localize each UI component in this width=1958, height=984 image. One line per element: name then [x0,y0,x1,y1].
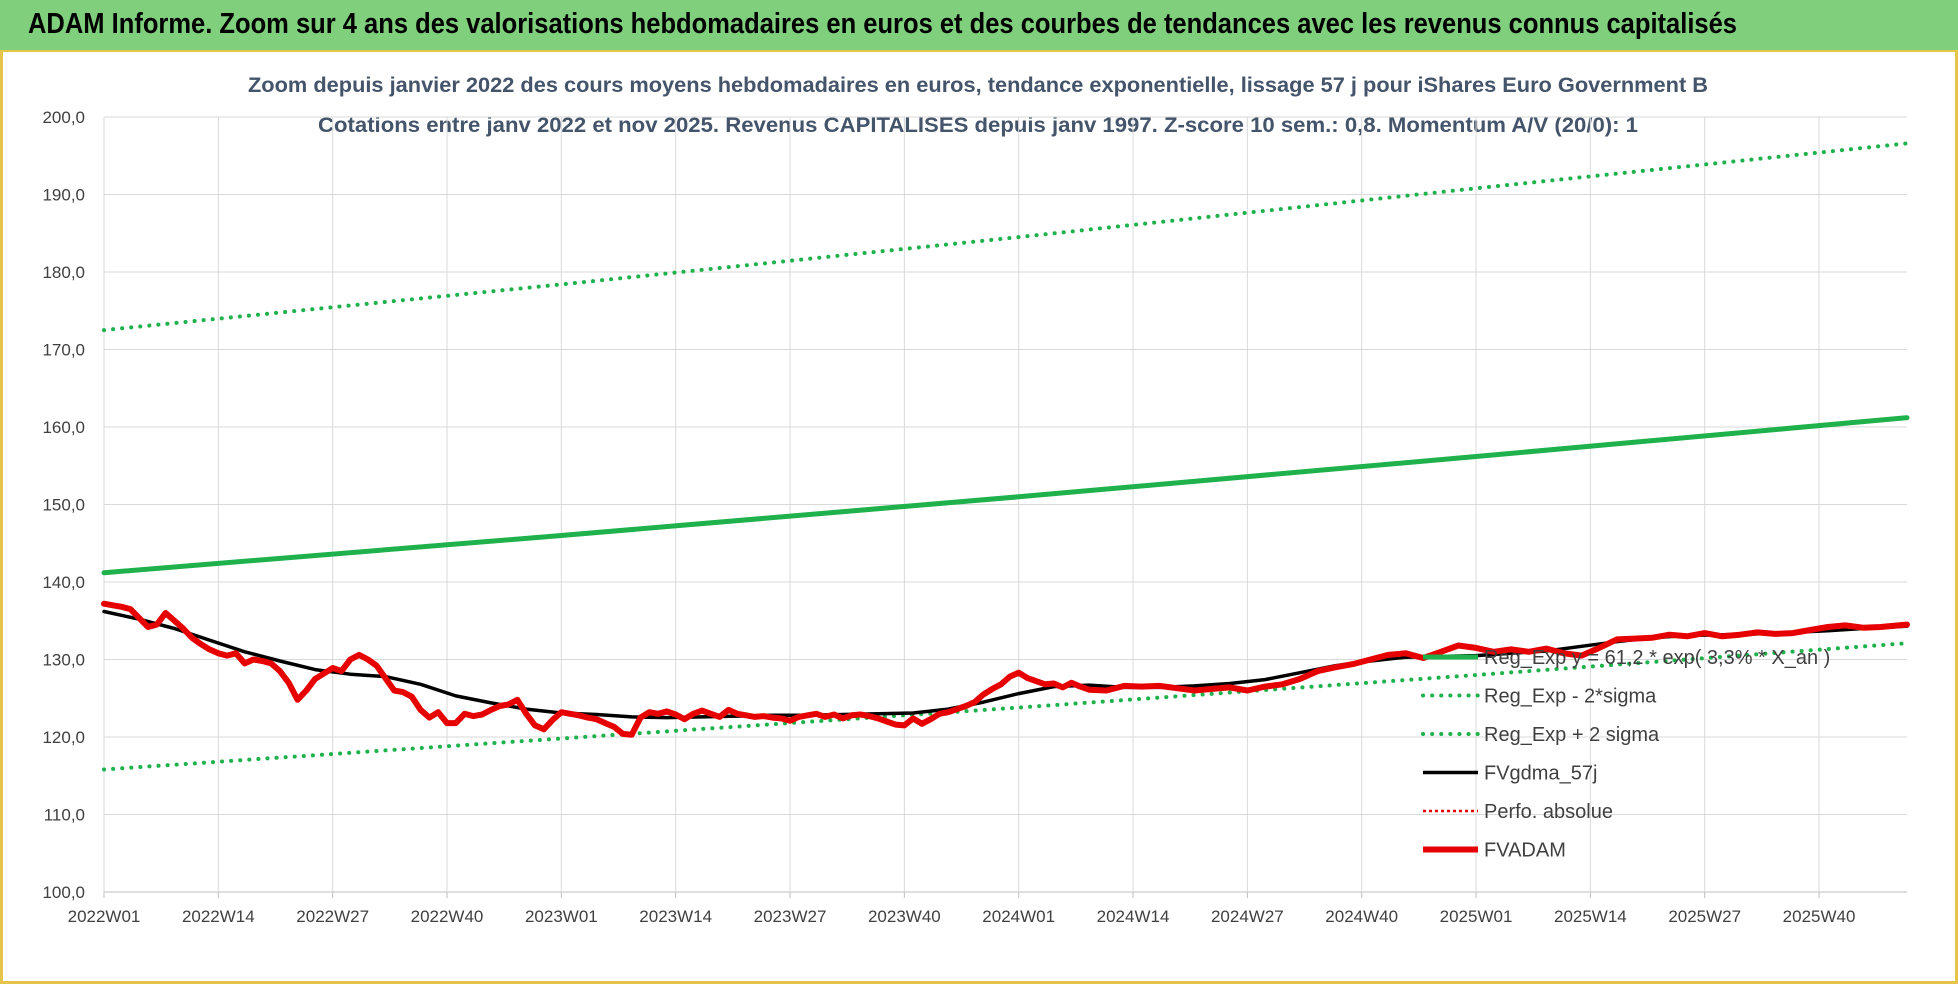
y-tick-label: 140,0 [42,573,85,592]
x-tick-label: 2023W40 [868,907,941,926]
x-tick-label: 2022W14 [182,907,255,926]
series-line-2 [102,141,1909,333]
y-tick-label: 110,0 [44,806,85,825]
x-tick-label: 2022W27 [296,907,369,926]
chart-frame: Zoom depuis janvier 2022 des cours moyen… [0,52,1958,984]
x-tick-label: 2022W01 [68,907,141,926]
x-tick-label: 2024W27 [1211,907,1284,926]
series-line-4 [103,602,1908,736]
x-tick-label: 2025W01 [1440,907,1513,926]
series-line-3 [102,609,1909,720]
y-tick-label: 160,0 [42,418,85,437]
chart-subtitle: Cotations entre janv 2022 et nov 2025. R… [318,114,1638,137]
y-tick-label: 100,0 [42,883,85,902]
y-axis: 100,0 110,0 120,0 130,0 140,0 150,0 160,0 170,0… [42,108,85,902]
series-lines [101,141,1910,772]
x-tick-label: 2022W40 [411,907,484,926]
x-tick-label: 2025W27 [1668,907,1741,926]
legend-entry-label: Perfo. absolue [1484,801,1613,823]
chart-title: Zoom depuis janvier 2022 des cours moyen… [248,74,1708,97]
series-line-0 [101,415,1910,576]
y-tick-label: 200,0 [42,108,85,127]
legend-entry-label: Reg_Exp - 2*sigma [1484,686,1657,708]
legend-entry-label: Reg_Exp + 2 sigma [1484,724,1660,746]
series-line-5 [101,600,1910,738]
x-tick-label: 2025W40 [1783,907,1856,926]
y-tick-label: 190,0 [42,186,85,205]
series-line-1 [102,641,1909,772]
report-title: ADAM Informe. Zoom sur 4 ans des valoris… [28,8,1738,40]
y-tick-label: 150,0 [42,496,85,515]
y-tick-label: 170,0 [42,341,85,360]
x-tick-label: 2024W14 [1097,907,1170,926]
report-banner: ADAM Informe. Zoom sur 4 ans des valoris… [0,0,1958,52]
legend-entry-label: Reg_Exp y = 61,2 * exp( 3,3% * X_an ) [1484,647,1830,669]
x-tick-label: 2025W14 [1554,907,1627,926]
legend-entry-label: FVADAM [1484,840,1566,862]
x-axis: 2022W01 2022W14 2022W27 2022W40 2023W01 2023W… [68,892,1856,926]
x-tick-label: 2024W40 [1325,907,1398,926]
legend: Reg_Exp y = 61,2 * exp( 3,3% * X_an ) Reg… [1421,647,1830,862]
legend-entry-label: FVgdma_57j [1484,763,1597,785]
plot-grid [103,116,1907,893]
y-tick-label: 180,0 [42,263,85,282]
y-tick-label: 120,0 [42,728,85,747]
x-tick-label: 2023W01 [525,907,598,926]
x-tick-label: 2024W01 [982,907,1055,926]
x-tick-label: 2023W27 [754,907,827,926]
y-tick-label: 130,0 [42,651,85,670]
line-chart: Zoom depuis janvier 2022 des cours moyen… [42,74,1910,926]
x-tick-label: 2023W14 [639,907,712,926]
